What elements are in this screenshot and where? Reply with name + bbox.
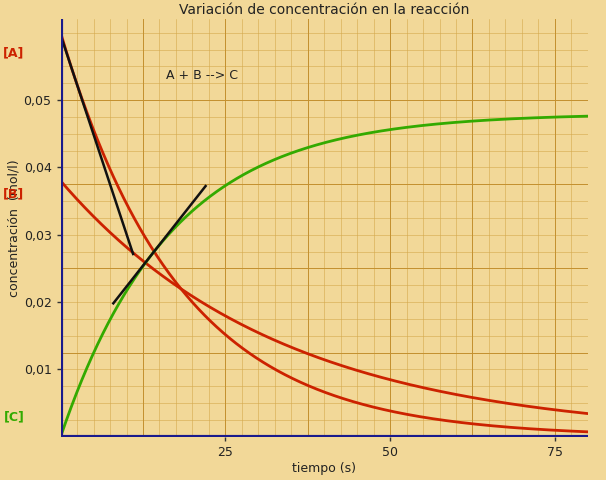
Y-axis label: concentración  (mol/l): concentración (mol/l) — [8, 159, 21, 297]
Text: [A]: [A] — [3, 47, 24, 60]
X-axis label: tiempo (s): tiempo (s) — [292, 462, 356, 475]
Title: Variación de concentración en la reacción: Variación de concentración en la reacció… — [179, 3, 470, 17]
Text: [C]: [C] — [4, 410, 24, 423]
Text: A + B --> C: A + B --> C — [166, 69, 238, 82]
Text: [B]: [B] — [3, 188, 24, 201]
